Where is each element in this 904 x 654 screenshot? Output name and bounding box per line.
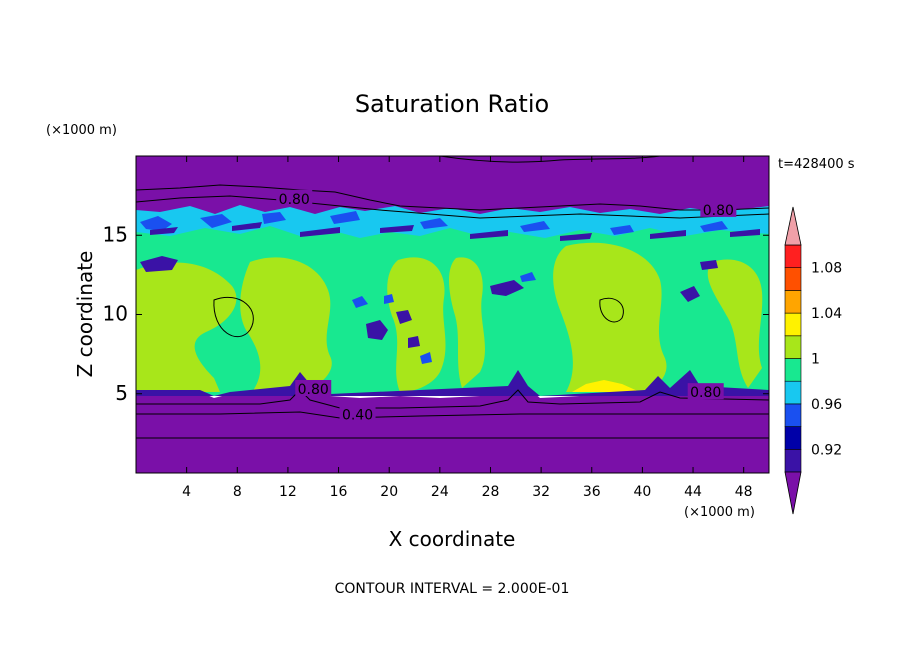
x-tick-label: 8: [233, 484, 242, 500]
colorbar-bin: [784, 335, 802, 359]
contour-line-lower-1: [136, 389, 769, 409]
colorbar-label: 1: [811, 352, 820, 368]
colorbar-bin: [784, 290, 802, 314]
x-axis-ticks: 4 8 12 16 20 24 28 32 36 40 44 48: [182, 156, 753, 500]
dry-streaks-upper: [150, 222, 760, 241]
colorbar-label: 1.04: [811, 306, 842, 322]
colorbar-bin: [784, 403, 802, 427]
x-tick-label: 28: [482, 484, 500, 500]
chart-title: Saturation Ratio: [355, 90, 549, 118]
colorbar-bin: [784, 267, 802, 291]
contour-label-bg: [295, 379, 332, 396]
contour-label: 0.80: [298, 382, 329, 398]
green-patch-mid: [449, 257, 485, 388]
green-patch-right: [553, 242, 667, 392]
contour-line-lower-2: [136, 411, 769, 419]
x-tick-label: 4: [182, 484, 191, 500]
colorbar-bin: [784, 244, 802, 269]
x-tick-label: 36: [583, 484, 601, 500]
colorbar: 0.92 0.96 1 1.04 1.08: [784, 206, 842, 515]
colorbar-over-arrow: [784, 206, 802, 246]
contour-label-bg: [339, 405, 376, 422]
contour-label: 0.80: [279, 192, 310, 208]
lower-moist-edge: [136, 370, 769, 396]
colorbar-bin: [784, 426, 802, 450]
dry-patch-left: [140, 256, 178, 272]
contour-label-bg: [687, 383, 724, 400]
x-tick-label: 24: [431, 484, 449, 500]
contour-label-bg: [276, 189, 313, 206]
time-label: t=428400 s: [778, 157, 855, 172]
yellow-patch: [572, 380, 640, 392]
x-tick-label: 20: [380, 484, 398, 500]
green-patch-far-right: [707, 259, 763, 388]
contour-line-cloud-1: [213, 296, 254, 338]
contour-label: 0.40: [342, 407, 373, 423]
colorbar-under-arrow: [784, 471, 802, 515]
colorbar-label: 0.92: [811, 442, 842, 458]
moist-blobs-upper: [140, 211, 728, 235]
contour-label: 0.80: [690, 385, 721, 401]
x-unit-label: (×1000 m): [684, 505, 755, 520]
x-axis-label: X coordinate: [389, 527, 516, 551]
contour-line-cloud-2: [599, 297, 624, 323]
contour-interval-label: CONTOUR INTERVAL = 2.000E-01: [335, 581, 570, 597]
region-lower-dry: [136, 372, 769, 473]
x-tick-label: 16: [330, 484, 348, 500]
contour-line-upper-3: [439, 156, 661, 163]
x-tick-label: 32: [532, 484, 550, 500]
contour-line-upper-1: [136, 184, 769, 211]
green-patch-center-left: [240, 257, 332, 392]
x-tick-label: 40: [633, 484, 651, 500]
y-tick-label: 5: [115, 381, 128, 405]
contour-label-bg: [700, 200, 737, 217]
y-axis-ticks: 5 10 15: [103, 222, 769, 405]
y-tick-label: 15: [103, 222, 128, 246]
x-tick-label: 12: [279, 484, 297, 500]
y-tick-label: 10: [103, 302, 128, 326]
x-tick-label: 44: [684, 484, 702, 500]
x-tick-label: 48: [735, 484, 753, 500]
green-patch-left: [136, 262, 237, 392]
contour-line-upper-2: [136, 195, 769, 219]
y-axis-label: Z coordinate: [73, 251, 97, 378]
colorbar-bin: [784, 448, 802, 473]
contour-labels: 0.80 0.80 0.80 0.80 0.40: [276, 189, 737, 423]
plot-field: 0.80 0.80 0.80 0.80 0.40: [136, 156, 769, 473]
colorbar-bin: [784, 358, 802, 382]
contour-label: 0.80: [703, 203, 734, 219]
colorbar-bin: [784, 380, 802, 405]
colorbar-bin: [784, 312, 802, 337]
colorbar-label: 0.96: [811, 397, 842, 413]
y-unit-label: (×1000 m): [46, 123, 117, 138]
contour-lines: [136, 156, 769, 439]
colorbar-label: 1.08: [811, 261, 842, 277]
